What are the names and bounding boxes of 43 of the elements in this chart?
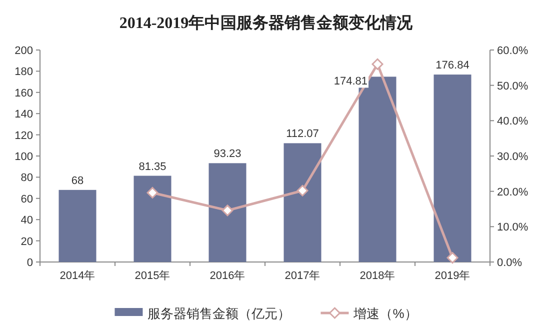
bar	[434, 74, 472, 262]
y2-tick-label: 40.0%	[497, 116, 528, 128]
y2-tick-label: 50.0%	[497, 80, 528, 92]
y-tick-label: 160	[14, 87, 33, 100]
legend-label: 增速（%）	[352, 306, 418, 321]
x-tick-label: 2017年	[284, 270, 320, 282]
bar	[208, 163, 246, 262]
data-label: 93.23	[214, 148, 242, 160]
y-tick-label: 40	[20, 214, 33, 227]
point	[296, 184, 308, 196]
x-tick-label: 2018年	[360, 270, 396, 282]
y-tick-label: 60	[20, 193, 33, 206]
bar	[284, 143, 322, 262]
y-tick-label: 200	[14, 45, 33, 57]
y-tick-label: 140	[14, 108, 33, 121]
data-label: 68	[71, 174, 84, 187]
x-tick-label: 2014年	[60, 270, 96, 282]
y2-tick-label: 30.0%	[497, 151, 528, 163]
y2-tick-label: 60.0%	[497, 45, 528, 57]
y-tick-label: 80	[20, 172, 33, 184]
data-label: 112.07	[286, 128, 319, 140]
legend-label: 服务器销售金额（亿元）	[148, 306, 291, 321]
y-tick-label: 20	[20, 236, 33, 248]
chart-title: 2014-2019年中国服务器销售金额变化情况	[119, 14, 414, 32]
x-tick-label: 2015年	[134, 270, 170, 282]
y-tick-label: 180	[14, 66, 33, 78]
y2-tick-label: 0.0%	[497, 257, 522, 269]
y-tick-label: 0	[26, 257, 33, 269]
bar	[58, 190, 96, 262]
point	[146, 186, 158, 198]
point	[446, 252, 458, 264]
point	[222, 204, 234, 216]
y-tick-label: 100	[14, 151, 33, 163]
bar	[134, 176, 172, 262]
x-tick-label: 2016年	[210, 270, 246, 282]
y2-tick-label: 10.0%	[497, 222, 528, 234]
point	[372, 58, 384, 70]
data-label: 176.84	[436, 60, 470, 72]
y-tick-label: 120	[14, 130, 33, 142]
x-tick-label: 2019年	[434, 270, 470, 282]
data-label: 174.81	[334, 76, 368, 88]
data-label: 81.35	[138, 160, 166, 173]
y2-tick-label: 20.0%	[497, 186, 528, 198]
